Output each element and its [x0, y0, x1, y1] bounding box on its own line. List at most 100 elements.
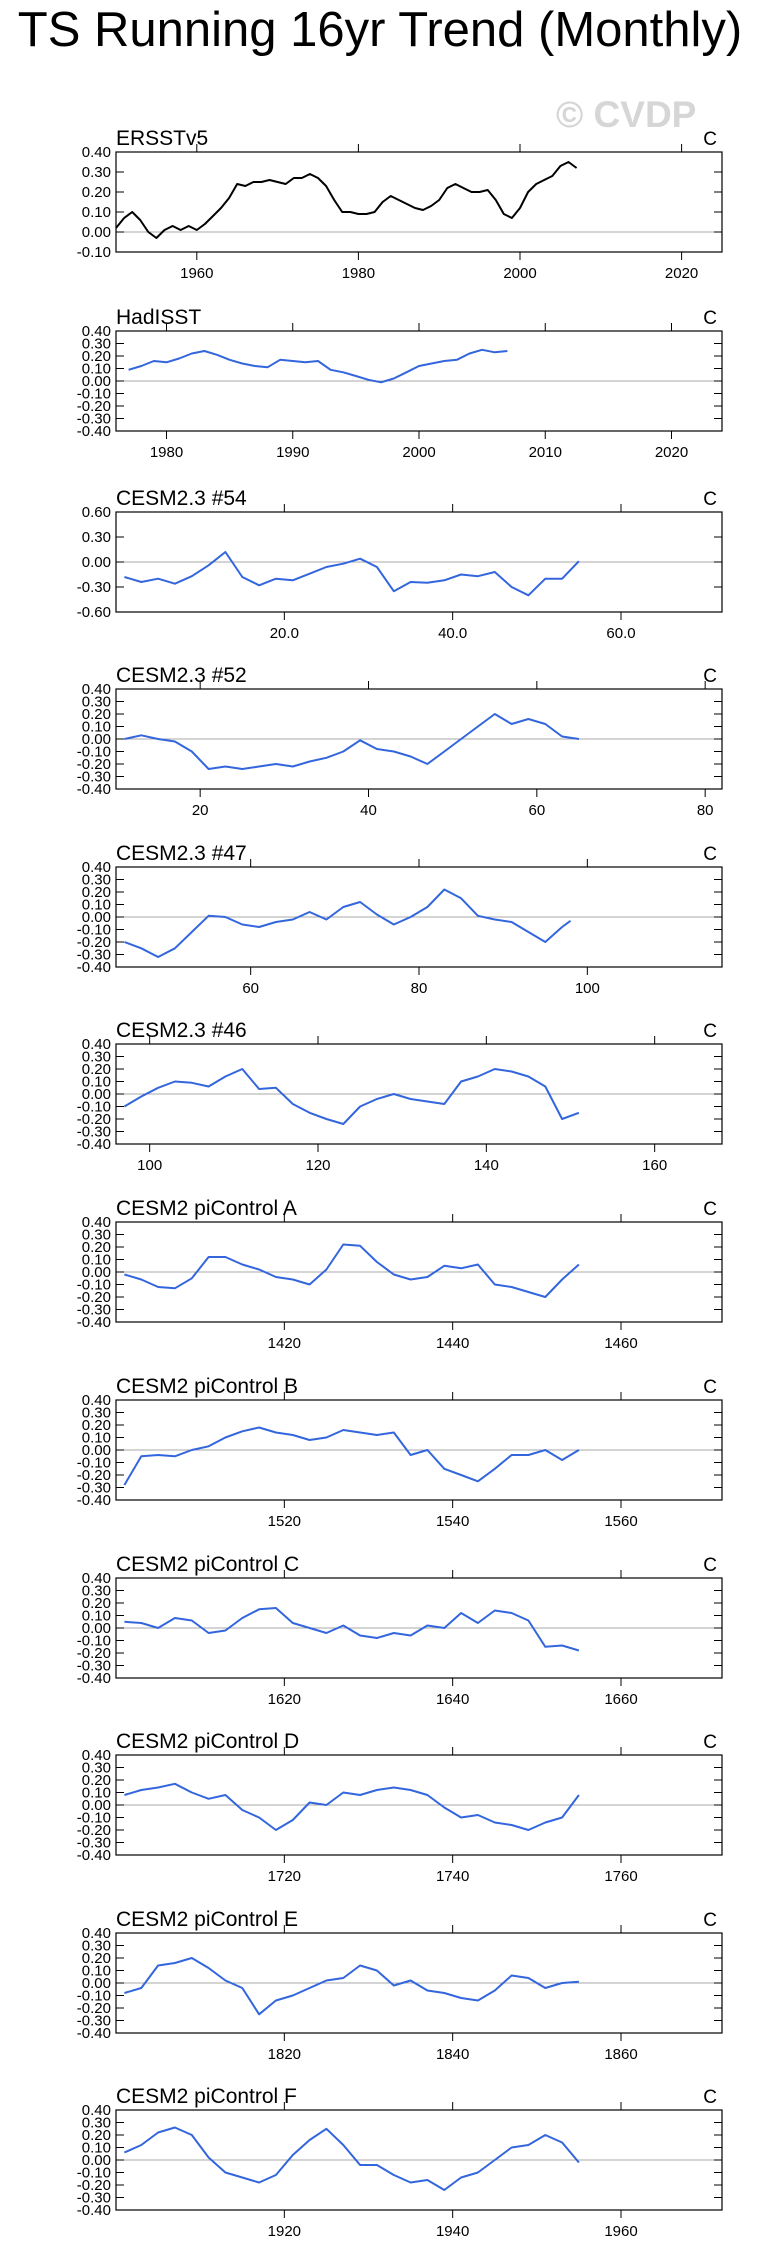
- y-tick-label: -0.20: [77, 1822, 111, 1839]
- y-tick-label: -0.20: [77, 1467, 111, 1484]
- x-tick-label: 100: [137, 1157, 162, 1174]
- y-tick-label: -0.10: [77, 1277, 111, 1294]
- panel-title: CESM2 piControl D: [116, 1730, 299, 1753]
- y-tick-label: -0.40: [77, 2202, 111, 2219]
- y-tick-label: -0.10: [77, 244, 111, 261]
- chart-panel-6: CESM2.3 #46 C -0.40-0.30-0.20-0.100.000.10…: [77, 1019, 723, 1174]
- y-tick-label: -0.30: [77, 579, 111, 596]
- y-tick-label: 0.40: [82, 1214, 111, 1231]
- x-tick-label: 2020: [655, 444, 688, 461]
- y-tick-label: 0.20: [82, 1417, 111, 1434]
- y-tick-label: 0.00: [82, 373, 111, 390]
- x-tick-label: 2000: [402, 444, 435, 461]
- x-tick-label: 1980: [342, 265, 375, 282]
- y-tick-label: 0.40: [82, 1570, 111, 1587]
- panel-title: CESM2.3 #52: [116, 664, 247, 687]
- y-tick-label: 0.30: [82, 1405, 111, 1422]
- y-tick-label: 0.00: [82, 1086, 111, 1103]
- y-tick-label: 0.00: [82, 1797, 111, 1814]
- chart-panel-4: CESM2.3 #52 C -0.40-0.30-0.20-0.100.000.10…: [77, 664, 723, 819]
- y-tick-label: -0.40: [77, 1670, 111, 1687]
- y-tick-label: 0.10: [82, 1963, 111, 1980]
- y-tick-label: 0.10: [82, 361, 111, 378]
- x-tick-label: 80: [411, 980, 428, 997]
- y-tick-label: -0.30: [77, 1835, 111, 1852]
- panel-units: C: [703, 129, 717, 150]
- x-tick-label: 1960: [180, 265, 213, 282]
- x-tick-label: 1860: [604, 2046, 637, 2063]
- y-tick-label: -0.30: [77, 411, 111, 428]
- panel-title: CESM2 piControl E: [116, 1908, 298, 1931]
- y-tick-label: -0.10: [77, 1455, 111, 1472]
- y-tick-label: 0.00: [82, 2152, 111, 2169]
- y-tick-label: 0.20: [82, 1061, 111, 1078]
- panel-title: ERSSTv5: [116, 127, 208, 150]
- y-tick-label: 0.40: [82, 144, 111, 161]
- y-tick-label: -0.40: [77, 959, 111, 976]
- y-tick-label: 0.20: [82, 2127, 111, 2144]
- y-tick-label: -0.20: [77, 2000, 111, 2017]
- chart-panel-2: HadISST C -0.40-0.30-0.20-0.100.000.100.20…: [77, 306, 723, 461]
- y-tick-label: 0.20: [82, 1595, 111, 1612]
- x-tick-label: 60: [242, 980, 259, 997]
- y-tick-label: 0.30: [82, 1760, 111, 1777]
- chart-panel-8: CESM2 piControl B C-0.40-0.30-0.20-0.100.…: [77, 1375, 723, 1530]
- panel-units: C: [703, 1910, 717, 1931]
- y-tick-label: 0.00: [82, 224, 111, 241]
- x-tick-label: 40.0: [438, 625, 467, 642]
- panel-title: CESM2.3 #46: [116, 1019, 247, 1042]
- y-tick-label: 0.30: [82, 1938, 111, 1955]
- y-tick-label: -0.30: [77, 1302, 111, 1319]
- panel-units: C: [703, 1555, 717, 1576]
- y-tick-label: 0.10: [82, 204, 111, 221]
- panel-units: C: [703, 1377, 717, 1398]
- chart-panel-7: CESM2 piControl A C-0.40-0.30-0.20-0.100.…: [77, 1197, 723, 1352]
- watermark: © CVDP: [556, 94, 697, 135]
- chart-panel-10: CESM2 piControl D C-0.40-0.30-0.20-0.100.…: [77, 1730, 723, 1885]
- panel-units: C: [703, 844, 717, 865]
- x-tick-label: 1560: [604, 1513, 637, 1530]
- y-tick-label: 0.10: [82, 897, 111, 914]
- y-tick-label: 0.40: [82, 1747, 111, 1764]
- y-tick-label: -0.30: [77, 1480, 111, 1497]
- y-tick-label: -0.10: [77, 1099, 111, 1116]
- y-tick-label: -0.10: [77, 1633, 111, 1650]
- series-line: [124, 551, 580, 597]
- y-tick-label: 0.10: [82, 1608, 111, 1625]
- y-tick-label: 0.00: [82, 1442, 111, 1459]
- y-tick-label: -0.20: [77, 398, 111, 415]
- y-tick-label: 0.10: [82, 719, 111, 736]
- y-tick-label: 0.40: [82, 323, 111, 340]
- x-tick-label: 20: [192, 802, 209, 819]
- y-tick-label: -0.40: [77, 423, 111, 440]
- x-tick-label: 60: [528, 802, 545, 819]
- chart-panel-5: CESM2.3 #47 C -0.40-0.30-0.20-0.100.000.10…: [77, 842, 723, 997]
- series-line: [124, 713, 580, 770]
- y-tick-label: -0.40: [77, 1136, 111, 1153]
- y-tick-label: 0.30: [82, 872, 111, 889]
- y-tick-label: 0.00: [82, 1975, 111, 1992]
- y-tick-label: 0.00: [82, 554, 111, 571]
- y-tick-label: -0.10: [77, 922, 111, 939]
- chart-panel-1: ERSSTv5 C -0.10 0.00 0.10 0.20 0.30 0.40 1960 198…: [77, 127, 723, 282]
- x-tick-label: 2010: [529, 444, 562, 461]
- y-tick-label: 0.60: [82, 504, 111, 521]
- y-tick-label: -0.30: [77, 947, 111, 964]
- chart-panel-3: CESM2.3 #54 C -0.60 -0.30 0.00 0.30 0.60 20.0 40…: [77, 487, 723, 642]
- y-tick-label: 0.40: [82, 1392, 111, 1409]
- y-tick-label: -0.60: [77, 604, 111, 621]
- y-tick-label: -0.20: [77, 1645, 111, 1662]
- y-tick-label: -0.40: [77, 1492, 111, 1509]
- y-tick-label: 0.20: [82, 1239, 111, 1256]
- y-tick-label: 0.10: [82, 1252, 111, 1269]
- x-tick-label: 1760: [604, 1868, 637, 1885]
- x-tick-label: 60.0: [606, 625, 635, 642]
- y-tick-label: 0.20: [82, 184, 111, 201]
- y-tick-label: -0.10: [77, 386, 111, 403]
- series-line: [124, 1607, 580, 1652]
- y-tick-label: 0.30: [82, 2115, 111, 2132]
- plot-frame: [115, 151, 723, 253]
- panel-title: CESM2 piControl A: [116, 1197, 297, 1220]
- y-tick-label: -0.30: [77, 769, 111, 786]
